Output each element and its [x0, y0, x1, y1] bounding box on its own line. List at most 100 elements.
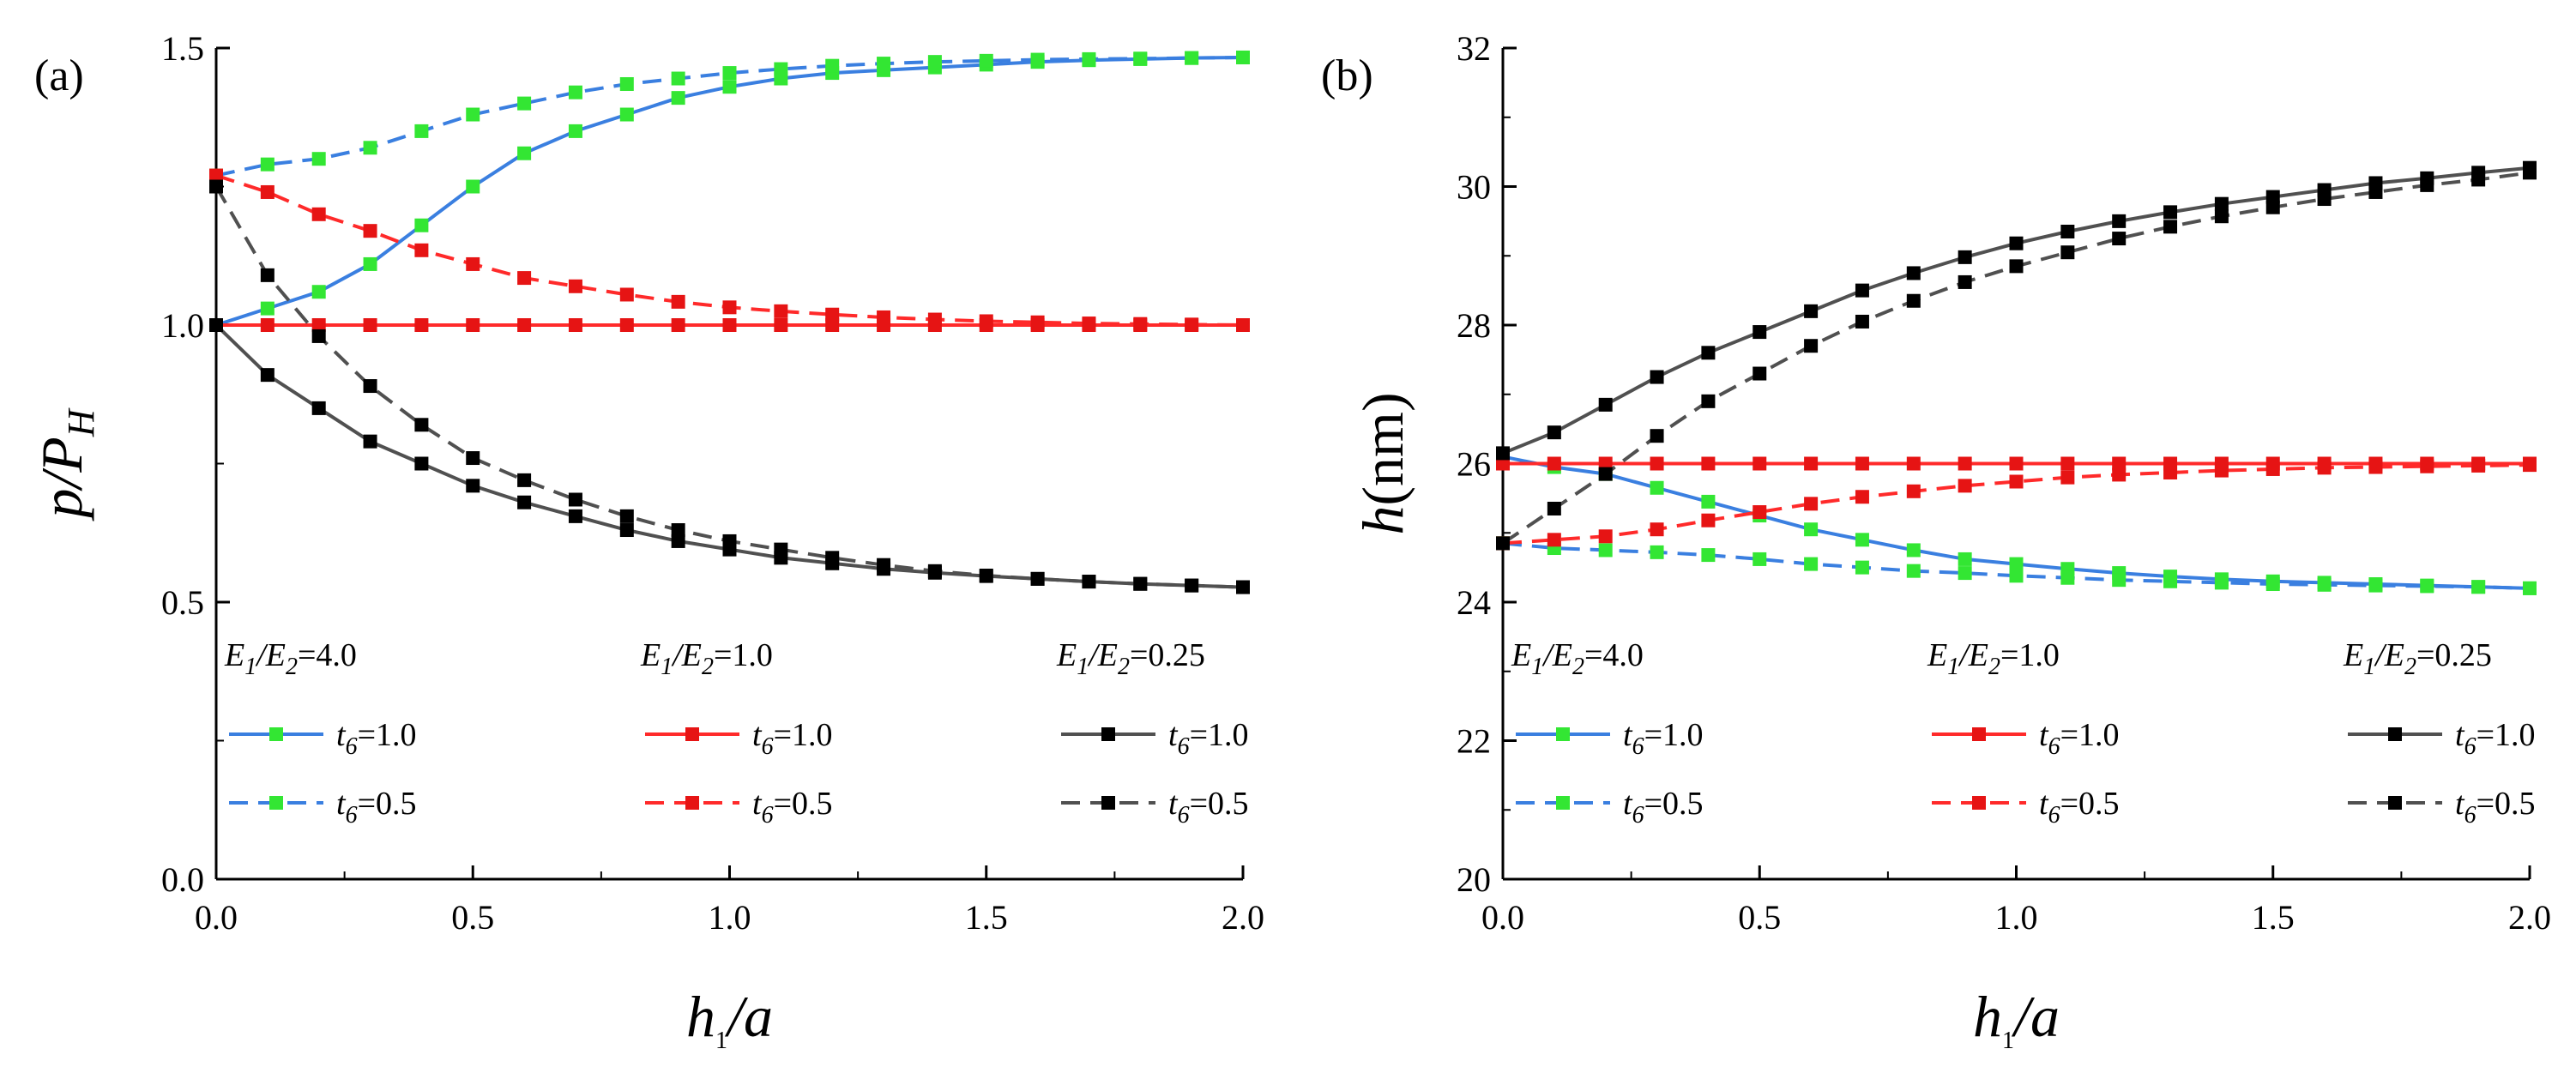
data-point [311, 318, 326, 332]
data-point [1082, 51, 1096, 66]
data-point [1855, 456, 1869, 471]
legend-title-sub: 1 [661, 654, 673, 680]
data-point [671, 318, 685, 332]
data-point [1753, 552, 1767, 566]
legend-marker [269, 727, 283, 741]
data-point [2317, 461, 2332, 475]
data-point [466, 256, 480, 271]
legend-marker [2388, 727, 2402, 741]
data-point [671, 523, 685, 538]
series-3 [209, 168, 1250, 332]
data-point [1598, 456, 1613, 471]
data-point [877, 558, 891, 572]
data-point [1753, 505, 1767, 520]
data-point [363, 318, 377, 332]
y-tick-label: 30 [1457, 168, 1491, 207]
legend-title-value: =1.0 [2000, 637, 2060, 673]
data-point [1547, 425, 1561, 440]
data-point [1855, 490, 1869, 504]
data-point [1906, 543, 1921, 558]
data-point [2060, 570, 2075, 585]
data-point [2112, 214, 2127, 228]
data-point [2317, 577, 2332, 592]
series-5 [209, 179, 1250, 594]
data-point [979, 568, 993, 582]
y-tick-label: 1.5 [161, 29, 204, 68]
data-point [2265, 190, 2280, 204]
data-point [1598, 529, 1613, 544]
series-0 [209, 50, 1250, 332]
legend-entry-label: t6=1.0 [1168, 717, 1249, 760]
data-point [1236, 318, 1250, 332]
data-point [1547, 501, 1561, 515]
data-point [568, 85, 582, 99]
data-point [517, 473, 532, 487]
panel-label: (b) [1321, 51, 1373, 100]
data-point [363, 224, 377, 238]
data-point [363, 141, 377, 155]
legend-title-value: =1.0 [714, 637, 773, 673]
legend-title-main: E [1927, 637, 1947, 673]
legend-label-value: =1.0 [1190, 717, 1249, 753]
data-point [260, 268, 274, 282]
data-point [260, 301, 274, 316]
data-point [1650, 545, 1664, 559]
data-point [1753, 325, 1767, 340]
data-point [1906, 484, 1921, 498]
legend-group-0: E1/E2=4.0t6=1.0t6=0.5 [224, 637, 417, 829]
x-tick-label: 1.0 [709, 898, 751, 937]
data-point [2214, 209, 2229, 224]
data-point [825, 58, 840, 73]
x-label-main: h [1973, 984, 2002, 1049]
data-point [1701, 494, 1716, 509]
data-point [722, 318, 737, 332]
series-2 [1496, 456, 2537, 471]
legend-label-value: =0.5 [1644, 786, 1704, 822]
data-point [1185, 51, 1199, 65]
data-point [619, 509, 634, 523]
data-point [1082, 316, 1096, 331]
data-point [2368, 578, 2383, 593]
legend-group-title: E1/E2=1.0 [1927, 637, 2060, 680]
data-point [1547, 456, 1561, 471]
data-point [927, 55, 942, 69]
data-point [2265, 577, 2280, 592]
data-point [877, 310, 891, 324]
data-point [311, 401, 326, 415]
legend-group-title: E1/E2=1.0 [640, 637, 773, 680]
data-point [1082, 575, 1096, 589]
legend-marker [1101, 796, 1115, 810]
data-point [414, 124, 429, 138]
legend-title-sub: 2 [1118, 654, 1130, 680]
legend-title-sub: 1 [1077, 654, 1089, 680]
legend-label-value: =0.5 [358, 786, 417, 822]
legend-entry-label: t6=1.0 [2039, 717, 2120, 760]
data-point [1855, 533, 1869, 547]
x-tick-label: 1.5 [965, 898, 1008, 937]
x-tick-label: 0.0 [1481, 898, 1524, 937]
legend-entry-label: t6=0.5 [752, 786, 833, 829]
legend-group-title: E1/E2=4.0 [224, 637, 357, 680]
data-point [260, 157, 274, 172]
data-point [722, 80, 737, 94]
data-point [825, 318, 840, 332]
data-point [2368, 184, 2383, 199]
data-point [2060, 224, 2075, 238]
data-point [2214, 463, 2229, 478]
data-point [825, 551, 840, 565]
series-4 [1496, 160, 2537, 461]
data-point [414, 243, 429, 257]
legend-label-main: t [752, 717, 763, 753]
data-point [2009, 569, 2024, 583]
data-point [1236, 580, 1250, 594]
legend-label-sub: 6 [1632, 802, 1644, 829]
legend-entry-label: t6=0.5 [2039, 786, 2120, 829]
legend-entry-label: t6=0.5 [1168, 786, 1249, 829]
legend-label-sub: 6 [2464, 802, 2476, 829]
legend-label-main: t [336, 786, 347, 822]
legend-group-title: E1/E2=0.25 [1056, 637, 1205, 680]
x-tick-label: 0.5 [451, 898, 494, 937]
legend-label-main: t [336, 717, 347, 753]
data-point [517, 495, 532, 509]
data-point [671, 91, 685, 105]
